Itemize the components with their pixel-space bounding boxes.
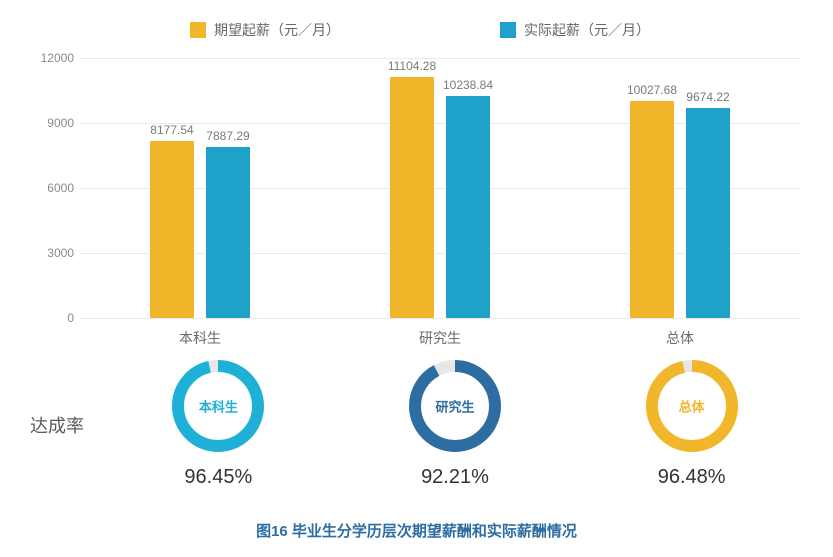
bar-chart-region: 期望起薪（元／月） 实际起薪（元／月） 0 3000 6000 9000 12000 81… <box>30 10 810 348</box>
achievement-percent: 92.21% <box>421 466 489 489</box>
ring-label: 本科生 <box>199 397 238 416</box>
bar-value-label: 10238.84 <box>443 78 493 92</box>
bar: 7887.29 <box>206 147 250 318</box>
x-category-label: 研究生 <box>380 328 500 348</box>
achievement-items: 本科生 96.45% 研究生 92.21% 总体 96.48% <box>100 360 810 489</box>
x-axis: 本科生 研究生 总体 <box>80 318 800 348</box>
ring: 研究生 <box>409 360 501 452</box>
x-category-label: 本科生 <box>140 328 260 348</box>
achievement-percent: 96.45% <box>184 466 252 489</box>
legend: 期望起薪（元／月） 实际起薪（元／月） <box>30 10 810 58</box>
bar-group: 10027.68 9674.22 <box>630 101 730 318</box>
ring-label: 研究生 <box>435 397 474 416</box>
achievement-row: 达成率 本科生 96.45% 研究生 92.21% 总体 96.48% <box>30 360 810 489</box>
y-tick-label: 9000 <box>38 116 74 130</box>
grid-line <box>80 318 800 319</box>
ring: 本科生 <box>172 360 264 452</box>
ring-label: 总体 <box>679 397 705 416</box>
bar: 11104.28 <box>390 77 434 318</box>
bar-value-label: 11104.28 <box>388 59 436 73</box>
y-tick-label: 12000 <box>38 51 74 65</box>
legend-item: 实际起薪（元／月） <box>500 20 650 40</box>
bar-groups: 8177.54 7887.29 11104.28 10238.84 10027.68 96… <box>80 58 800 318</box>
bar: 10238.84 <box>446 96 490 318</box>
ring: 总体 <box>646 360 738 452</box>
bar: 8177.54 <box>150 141 194 318</box>
legend-item: 期望起薪（元／月） <box>190 20 340 40</box>
bar: 10027.68 <box>630 101 674 318</box>
legend-swatch <box>500 22 516 38</box>
x-category-label: 总体 <box>620 328 740 348</box>
legend-label: 期望起薪（元／月） <box>214 20 340 40</box>
achievement-item: 总体 96.48% <box>646 360 738 489</box>
achievement-label: 达成率 <box>30 412 100 438</box>
bar-value-label: 7887.29 <box>206 129 249 143</box>
legend-swatch <box>190 22 206 38</box>
bar-value-label: 9674.22 <box>686 90 729 104</box>
y-tick-label: 0 <box>38 311 74 325</box>
bar: 9674.22 <box>686 108 730 318</box>
y-tick-label: 3000 <box>38 246 74 260</box>
achievement-percent: 96.48% <box>658 466 726 489</box>
bar-value-label: 10027.68 <box>627 83 677 97</box>
figure-caption: 图16 毕业生分学历层次期望薪酬和实际薪酬情况 <box>0 520 833 541</box>
bar-group: 11104.28 10238.84 <box>390 77 490 318</box>
y-tick-label: 6000 <box>38 181 74 195</box>
legend-label: 实际起薪（元／月） <box>524 20 650 40</box>
bar-value-label: 8177.54 <box>150 123 193 137</box>
achievement-item: 本科生 96.45% <box>172 360 264 489</box>
plot-area: 030006000900012000 8177.547887.2911104.2… <box>80 58 800 318</box>
bar-group: 8177.54 7887.29 <box>150 141 250 318</box>
achievement-item: 研究生 92.21% <box>409 360 501 489</box>
